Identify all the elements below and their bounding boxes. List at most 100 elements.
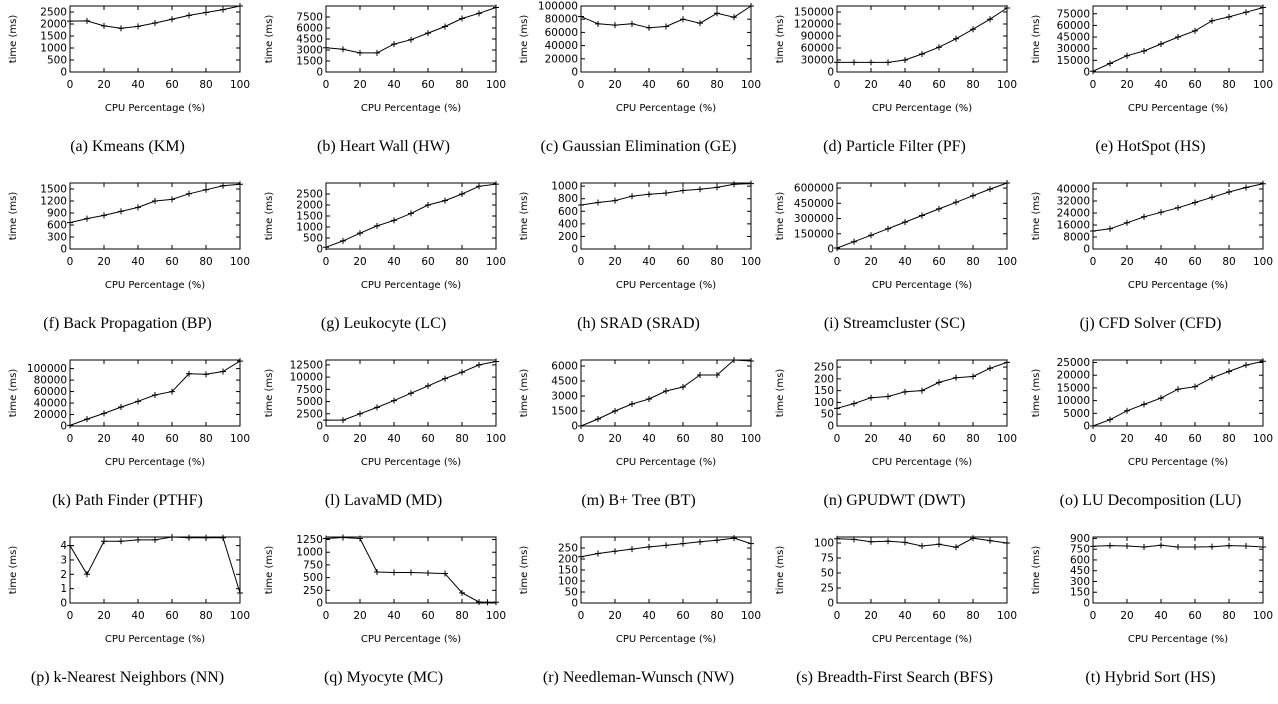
y-tick-label: 1500 <box>40 31 67 43</box>
data-point <box>1192 383 1198 390</box>
x-axis-label: CPU Percentage (%) <box>361 634 461 645</box>
data-point <box>408 569 414 576</box>
x-tick-label: 40 <box>1154 256 1167 268</box>
data-point <box>834 535 840 542</box>
x-tick-label: 40 <box>642 79 655 91</box>
y-tick-label: 60000 <box>1057 20 1090 32</box>
y-tick-label: 2000 <box>296 200 323 212</box>
x-tick-label: 20 <box>353 433 366 445</box>
x-tick-label: 80 <box>199 433 212 445</box>
x-tick-label: 80 <box>966 610 979 622</box>
data-point <box>1107 416 1113 423</box>
y-tick-label: 100 <box>814 538 834 550</box>
x-tick-label: 0 <box>1090 433 1097 445</box>
y-tick-label: 600 <box>1070 554 1090 566</box>
y-axis-label: time (ms) <box>519 192 530 241</box>
x-axis-label: CPU Percentage (%) <box>872 457 972 468</box>
y-tick-label: 7500 <box>296 12 323 24</box>
y-tick-label: 60000 <box>545 27 578 39</box>
y-tick-label: 20000 <box>34 409 67 421</box>
data-point <box>220 534 226 541</box>
data-point <box>851 238 857 245</box>
data-point <box>101 212 107 219</box>
data-point <box>391 569 397 576</box>
data-point <box>919 212 925 219</box>
data-point <box>1243 542 1249 549</box>
y-tick-label: 40000 <box>1057 184 1090 196</box>
data-point <box>340 417 346 424</box>
data-point <box>902 57 908 63</box>
y-tick-label: 300 <box>1070 576 1090 588</box>
data-point <box>834 244 840 251</box>
y-tick-label: 2500 <box>296 408 323 420</box>
data-point <box>595 20 601 27</box>
x-tick-label: 60 <box>421 256 434 268</box>
plot-frame <box>1092 5 1264 73</box>
data-point <box>1158 209 1164 216</box>
y-tick-label: 25 <box>821 583 834 595</box>
series-line <box>69 536 241 594</box>
data-point <box>1209 374 1215 381</box>
chart-panel: 0 300 600 900 1200 1500 0 20 40 60 80 100 CPU Percen… <box>0 177 255 350</box>
data-point <box>1158 395 1164 402</box>
y-tick-label: 50 <box>565 587 578 599</box>
data-point <box>1243 362 1249 369</box>
chart-caption: (r) Needleman-Wunsch (NW) <box>542 669 735 686</box>
x-tick-label: 80 <box>1222 256 1235 268</box>
x-tick-label: 100 <box>486 79 506 91</box>
data-point <box>67 219 73 226</box>
data-point <box>152 392 158 399</box>
x-tick-label: 0 <box>834 610 841 622</box>
x-tick-label: 20 <box>1120 256 1133 268</box>
data-point <box>135 204 141 211</box>
data-point <box>612 22 618 29</box>
data-point <box>1124 52 1130 59</box>
y-tick-label: 200 <box>814 373 834 385</box>
y-tick-label: 5000 <box>296 396 323 408</box>
y-tick-label: 0 <box>316 598 323 610</box>
x-tick-label: 20 <box>97 433 110 445</box>
data-point <box>748 180 754 187</box>
data-point <box>970 192 976 199</box>
x-tick-label: 20 <box>864 79 877 91</box>
data-point <box>203 9 209 16</box>
data-point <box>1192 27 1198 34</box>
y-tick-label: 20000 <box>1057 370 1090 382</box>
y-tick-label: 30000 <box>801 55 834 67</box>
data-point <box>1192 544 1198 551</box>
y-tick-label: 75 <box>821 553 834 565</box>
data-point <box>1226 189 1232 195</box>
y-tick-label: 10000 <box>290 372 323 384</box>
x-tick-label: 60 <box>421 610 434 622</box>
x-tick-label: 60 <box>421 433 434 445</box>
data-point <box>374 569 380 576</box>
data-point <box>118 404 124 411</box>
y-tick-label: 250 <box>558 543 578 555</box>
x-tick-label: 100 <box>741 79 761 91</box>
data-point <box>101 538 107 545</box>
x-tick-label: 40 <box>387 256 400 268</box>
chart-panel: 0 25 50 75 100 0 20 40 60 80 100 CPU Percentage (%)… <box>767 531 1022 704</box>
chart-caption: (s) Breadth-First Search (BFS) <box>796 669 993 686</box>
data-point <box>578 553 584 560</box>
x-tick-label: 20 <box>608 433 621 445</box>
y-tick-label: 300 <box>47 232 67 244</box>
chart-caption: (i) Streamcluster (SC) <box>823 315 966 332</box>
data-point <box>1175 204 1181 211</box>
y-tick-label: 20000 <box>545 53 578 65</box>
x-tick-label: 60 <box>1188 610 1201 622</box>
x-tick-label: 40 <box>131 610 144 622</box>
data-point <box>646 543 652 550</box>
data-point <box>84 215 90 222</box>
x-axis-label: CPU Percentage (%) <box>872 280 972 291</box>
y-tick-label: 40000 <box>545 40 578 52</box>
x-tick-label: 80 <box>966 79 979 91</box>
chart-caption: (t) Hybrid Sort (HS) <box>1085 669 1216 686</box>
data-point <box>1209 17 1215 24</box>
y-tick-label: 250 <box>814 362 834 374</box>
chart-caption: (j) CFD Solver (CFD) <box>1079 315 1222 332</box>
data-point <box>697 372 703 378</box>
plot-frame <box>1092 182 1264 250</box>
